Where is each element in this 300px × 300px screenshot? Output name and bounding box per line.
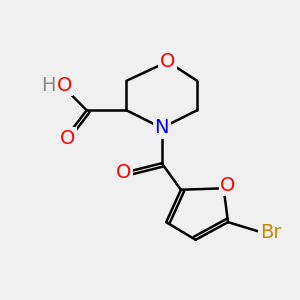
Text: O: O <box>116 163 131 182</box>
Text: O: O <box>160 52 176 71</box>
Text: O: O <box>220 176 236 195</box>
Text: O: O <box>57 76 72 95</box>
Text: N: N <box>154 118 169 137</box>
Text: H: H <box>41 76 56 95</box>
Text: O: O <box>60 129 75 148</box>
Text: Br: Br <box>260 223 281 242</box>
